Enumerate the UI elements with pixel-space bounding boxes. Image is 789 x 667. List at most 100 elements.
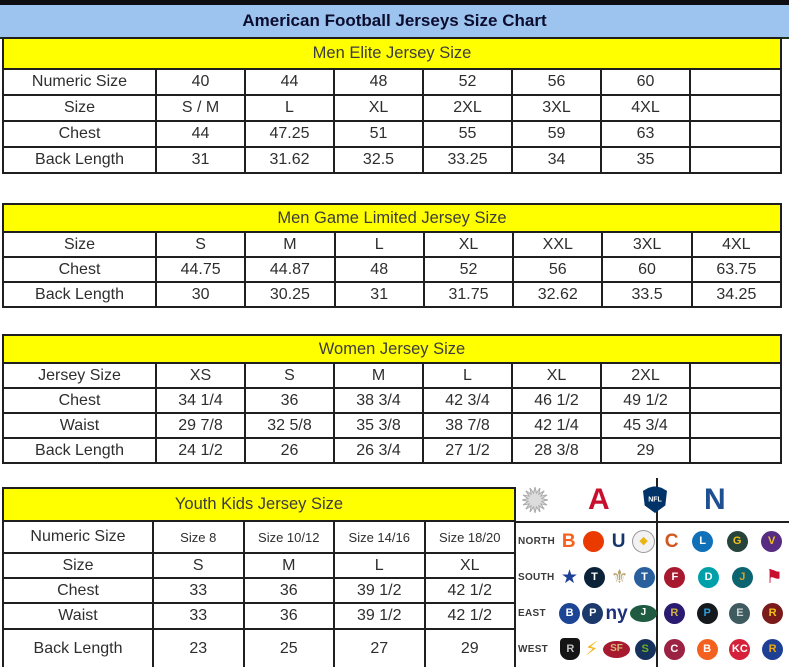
row-label: Size (4, 96, 157, 122)
size-value: 34 (513, 148, 602, 174)
size-value: 44.87 (246, 258, 336, 283)
size-value: XL (335, 96, 424, 122)
table-grid: Jersey Size XS S M L XL 2XL Chest 34 1/4 36 38 3/4… (2, 364, 782, 464)
size-value: M (244, 554, 335, 579)
conference-header-row: A NFL N (516, 478, 789, 523)
size-value: 31.75 (424, 283, 515, 308)
size-value (691, 389, 782, 414)
nfc-conference-icon: N (704, 482, 726, 516)
chiefs-icon: KC (729, 638, 751, 660)
division-row-north: NORTH B U ◆ C L G V (516, 523, 789, 559)
giants-icon: ny (605, 602, 628, 624)
division-label: EAST (518, 607, 546, 619)
size-value: 49 1/2 (602, 389, 691, 414)
page-title: American Football Jerseys Size Chart (0, 5, 789, 39)
size-value: 48 (335, 258, 425, 283)
row-label: Waist (4, 604, 154, 630)
buccaneers-icon: ⚑ (765, 566, 783, 588)
afc-conference-icon: A (588, 482, 610, 516)
size-value: XL (424, 233, 515, 258)
eagles-icon: E (729, 602, 751, 624)
size-value: S (246, 364, 335, 389)
broncos-icon: B (696, 638, 718, 660)
size-value: 46 1/2 (513, 389, 602, 414)
size-value: 33 (154, 604, 245, 630)
table-grid: Numeric Size Size 8 Size 10/12 Size 14/16 Si… (2, 522, 516, 667)
nfl-shield-icon: NFL (643, 486, 667, 513)
size-value: 32.62 (514, 283, 604, 308)
size-value: 32 5/8 (246, 414, 335, 439)
raiders-icon: R (560, 638, 581, 660)
size-value: 3XL (603, 233, 693, 258)
table-section-header: Youth Kids Jersey Size (2, 487, 516, 522)
seahawks-icon: S (634, 638, 656, 660)
size-value (691, 364, 782, 389)
size-table-men-game-limited: Men Game Limited Jersey Size Size S M L XL XXL… (2, 203, 782, 308)
table-grid: Numeric Size 40 44 48 52 56 60 Size S / M L XL 2XL 3… (2, 70, 782, 174)
size-value: 29 7/8 (157, 414, 246, 439)
jaguars-icon: J (731, 566, 753, 588)
division-row-west: WEST R ⚡ SF S C B KC R (516, 631, 789, 667)
size-value: L (246, 96, 335, 122)
table-section-header: Men Game Limited Jersey Size (2, 203, 782, 233)
cardinals-icon: C (663, 638, 685, 660)
nfc-team-group: C B KC R (658, 631, 789, 667)
size-value: 30 (157, 283, 247, 308)
ravens-icon: R (663, 602, 685, 624)
cowboys-icon: ★ (560, 566, 579, 588)
size-table-youth-kids: Youth Kids Jersey Size Numeric Size Size 8… (2, 487, 516, 667)
size-value: 36 (244, 579, 335, 604)
panthers-icon: P (696, 602, 718, 624)
size-value: 48 (335, 70, 424, 96)
size-value: L (335, 554, 426, 579)
size-value: 56 (514, 258, 604, 283)
chargers-icon: ⚡ (584, 638, 599, 660)
size-value: XS (157, 364, 246, 389)
nfc-team-group: F D J ⚑ (658, 559, 789, 595)
size-table-women: Women Jersey Size Jersey Size XS S M L XL 2XL Ch… (2, 334, 782, 464)
size-value: 56 (513, 70, 602, 96)
size-value: 26 (246, 439, 335, 464)
size-value: M (246, 233, 336, 258)
size-value: 35 (602, 148, 691, 174)
size-value: Size 10/12 (244, 522, 335, 554)
size-value: 42 1/2 (425, 604, 516, 630)
lions-icon: L (692, 530, 714, 552)
size-value: L (335, 233, 425, 258)
size-value: Size 8 (154, 522, 245, 554)
size-value (691, 70, 782, 96)
size-value: 55 (424, 122, 513, 148)
browns-icon (583, 530, 605, 552)
row-label: Back Length (4, 630, 154, 667)
saints-icon: ⚜ (610, 566, 629, 588)
size-value: 28 3/8 (513, 439, 602, 464)
vikings-icon: V (761, 530, 783, 552)
size-value: 33.5 (603, 283, 693, 308)
table-section-header: Women Jersey Size (2, 334, 782, 364)
row-label: Back Length (4, 148, 157, 174)
division-label: NORTH (518, 535, 556, 547)
size-value: L (424, 364, 513, 389)
size-value: 36 (244, 604, 335, 630)
size-value: 3XL (513, 96, 602, 122)
size-value: 32.5 (335, 148, 424, 174)
top-border (0, 0, 789, 5)
size-value: 63.75 (692, 258, 782, 283)
size-value: 60 (603, 258, 693, 283)
size-value: 60 (602, 70, 691, 96)
row-label: Jersey Size (4, 364, 157, 389)
size-value: 39 1/2 (335, 579, 426, 604)
size-value: 26 3/4 (335, 439, 424, 464)
size-value: 42 1/4 (513, 414, 602, 439)
size-value: S (157, 233, 247, 258)
row-label: Chest (4, 389, 157, 414)
size-value: 52 (424, 70, 513, 96)
redskins-icon: R (762, 602, 784, 624)
bengals-icon: B (561, 530, 576, 552)
size-value: 2XL (424, 96, 513, 122)
size-value: 31 (335, 283, 425, 308)
